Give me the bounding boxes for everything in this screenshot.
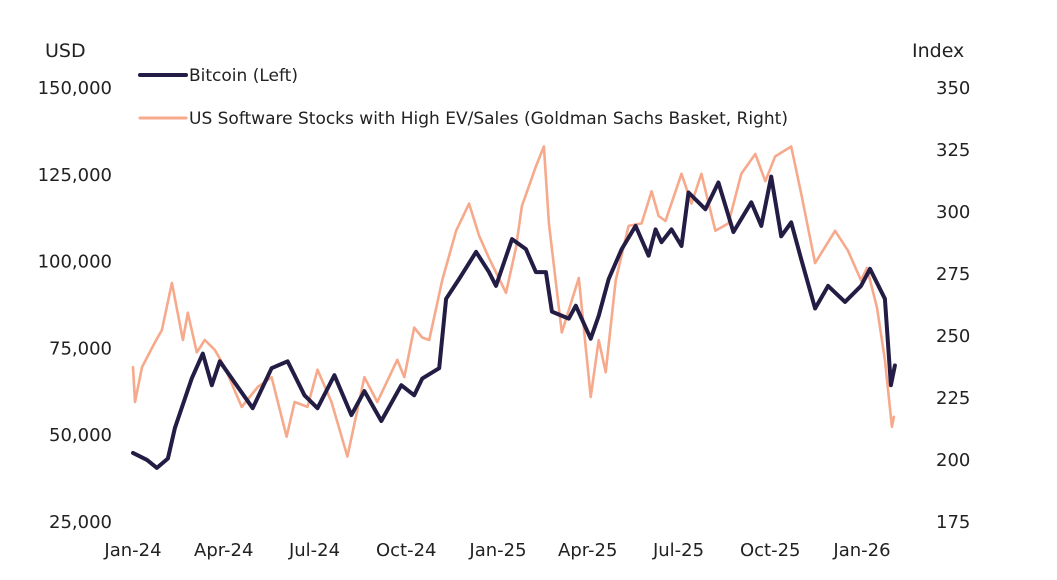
left-axis: 25,000 50,000 75,000 100,000 125,000 150,000	[38, 78, 112, 533]
x-tick-label: Oct-24	[376, 540, 437, 561]
right-axis-title: Index	[912, 40, 964, 62]
left-axis-title: USD	[45, 40, 86, 62]
x-tick-label: Apr-24	[194, 540, 253, 561]
right-tick-label: 250	[936, 326, 970, 347]
left-tick-label: 100,000	[38, 252, 112, 273]
x-tick-label: Jul-25	[652, 540, 704, 561]
right-tick-label: 350	[936, 78, 970, 99]
left-tick-label: 50,000	[49, 425, 112, 446]
x-tick-label: Oct-25	[740, 540, 801, 561]
plot-area	[131, 145, 897, 470]
x-tick-label: Jan-26	[832, 540, 890, 561]
left-tick-label: 75,000	[49, 338, 112, 359]
legend: Bitcoin (Left) US Software Stocks with H…	[138, 66, 788, 129]
x-tick-label: Jul-24	[288, 540, 340, 561]
bitcoin-series-line	[131, 174, 897, 470]
x-tick-label: Jan-24	[103, 540, 161, 561]
right-tick-label: 225	[936, 388, 970, 409]
x-tick-label: Jan-25	[468, 540, 526, 561]
right-tick-label: 300	[936, 202, 970, 223]
x-tick-label: Apr-25	[558, 540, 617, 561]
right-tick-label: 175	[936, 512, 970, 533]
left-tick-label: 25,000	[49, 512, 112, 533]
legend-label-bitcoin: Bitcoin (Left)	[189, 66, 298, 86]
left-tick-label: 150,000	[38, 78, 112, 99]
right-axis: 175 200 225 250 275 300 325 350	[936, 78, 970, 533]
left-tick-label: 125,000	[38, 165, 112, 186]
right-tick-label: 325	[936, 140, 970, 161]
right-tick-label: 275	[936, 264, 970, 285]
legend-label-software: US Software Stocks with High EV/Sales (G…	[189, 109, 788, 129]
software-stocks-series-line	[131, 145, 896, 458]
x-axis: Jan-24 Apr-24 Jul-24 Oct-24 Jan-25 Apr-25 Jul-…	[103, 540, 890, 561]
right-tick-label: 200	[936, 450, 970, 471]
